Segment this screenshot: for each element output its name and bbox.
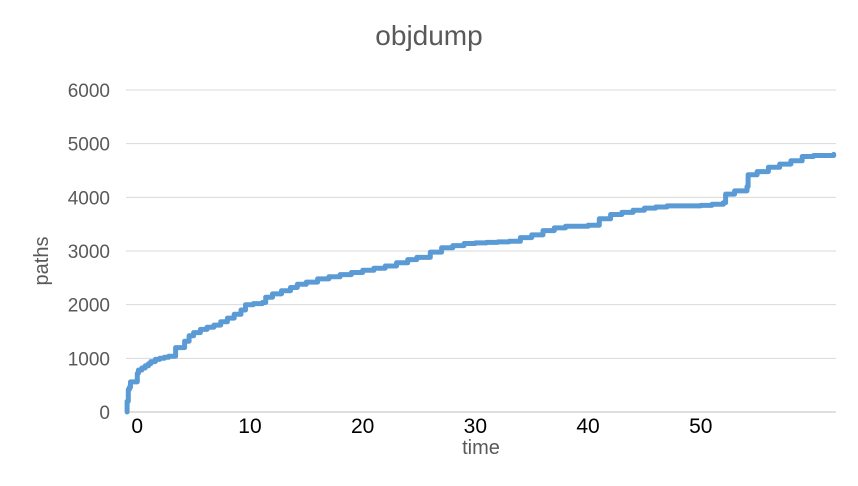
y-tick-label: 5000 bbox=[68, 135, 110, 156]
y-tick-label: 0 bbox=[99, 403, 110, 424]
y-tick-label: 4000 bbox=[68, 188, 110, 209]
series-line bbox=[124, 151, 837, 415]
x-tick-label: 40 bbox=[576, 415, 599, 438]
y-axis-title: paths bbox=[31, 237, 53, 286]
x-tick-label: 0 bbox=[131, 415, 143, 438]
x-tick-label: 30 bbox=[464, 415, 487, 438]
x-axis-title: time bbox=[462, 437, 500, 459]
x-tick-label: 10 bbox=[238, 415, 261, 438]
y-tick-label: 3000 bbox=[68, 242, 110, 263]
y-tick-label: 1000 bbox=[68, 349, 110, 370]
y-tick-label: 2000 bbox=[68, 296, 110, 317]
y-tick-label: 6000 bbox=[68, 81, 110, 102]
chart-title: objdump bbox=[375, 20, 483, 51]
x-tick-label: 20 bbox=[351, 415, 374, 438]
x-tick-label: 50 bbox=[689, 415, 712, 438]
